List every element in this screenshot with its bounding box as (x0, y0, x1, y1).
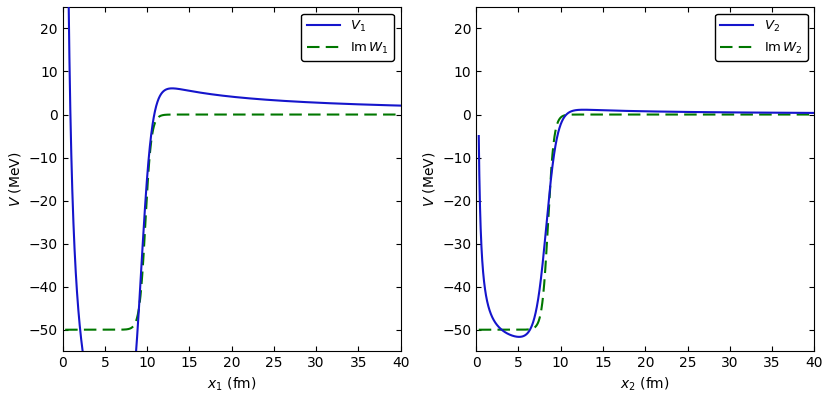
Line: $V_2$: $V_2$ (479, 110, 814, 337)
$V_2$ (809, 110, 819, 115)
$\mathrm{Im}\,W_2$ (532, 322, 542, 327)
$\mathrm{Im}\,W_1$ (396, 112, 406, 117)
$V_2$ (579, 107, 588, 112)
$\mathrm{Im}\,W_1$ (203, 112, 213, 117)
$V_2$ (767, 110, 777, 115)
Line: $\mathrm{Im}\,W_2$: $\mathrm{Im}\,W_2$ (479, 114, 814, 330)
$V_2$ (618, 108, 627, 113)
$V_2$ (803, 110, 813, 115)
$V_1$ (353, 102, 363, 107)
X-axis label: $x_1\ (\mathrm{fm})$: $x_1\ (\mathrm{fm})$ (207, 376, 256, 393)
$V_2$ (512, 334, 522, 339)
$\mathrm{Im}\,W_2$ (617, 112, 627, 117)
Y-axis label: $V\ (\mathrm{MeV})$: $V\ (\mathrm{MeV})$ (421, 151, 437, 207)
$\mathrm{Im}\,W_2$ (803, 112, 813, 117)
X-axis label: $x_2\ (\mathrm{fm})$: $x_2\ (\mathrm{fm})$ (621, 376, 670, 393)
Y-axis label: $V\ (\mathrm{MeV})$: $V\ (\mathrm{MeV})$ (7, 151, 23, 207)
$\mathrm{Im}\,W_2$ (474, 327, 484, 332)
$\mathrm{Im}\,W_1$ (389, 112, 399, 117)
$V_1$ (389, 103, 399, 108)
$\mathrm{Im}\,W_2$ (512, 327, 522, 332)
$\mathrm{Im}\,W_1$ (60, 327, 70, 332)
$V_1$ (189, 89, 199, 94)
Legend: $V_2$, $\mathrm{Im}\,W_2$: $V_2$, $\mathrm{Im}\,W_2$ (715, 14, 808, 61)
$V_1$ (203, 92, 213, 96)
$\mathrm{Im}\,W_2$ (809, 112, 819, 117)
$\mathrm{Im}\,W_1$ (353, 112, 363, 117)
$\mathrm{Im}\,W_2$ (767, 112, 777, 117)
$V_2$ (474, 134, 484, 138)
Line: $V_1$: $V_1$ (65, 0, 401, 400)
$\mathrm{Im}\,W_1$ (99, 327, 109, 332)
Line: $\mathrm{Im}\,W_1$: $\mathrm{Im}\,W_1$ (65, 114, 401, 330)
Legend: $V_1$, $\mathrm{Im}\,W_1$: $V_1$, $\mathrm{Im}\,W_1$ (301, 14, 394, 61)
$\mathrm{Im}\,W_1$ (189, 112, 199, 117)
$V_2$ (603, 108, 613, 113)
$\mathrm{Im}\,W_2$ (603, 112, 613, 117)
$V_2$ (514, 334, 524, 339)
$V_1$ (396, 103, 406, 108)
$\mathrm{Im}\,W_1$ (119, 327, 129, 332)
$V_2$ (532, 303, 542, 308)
